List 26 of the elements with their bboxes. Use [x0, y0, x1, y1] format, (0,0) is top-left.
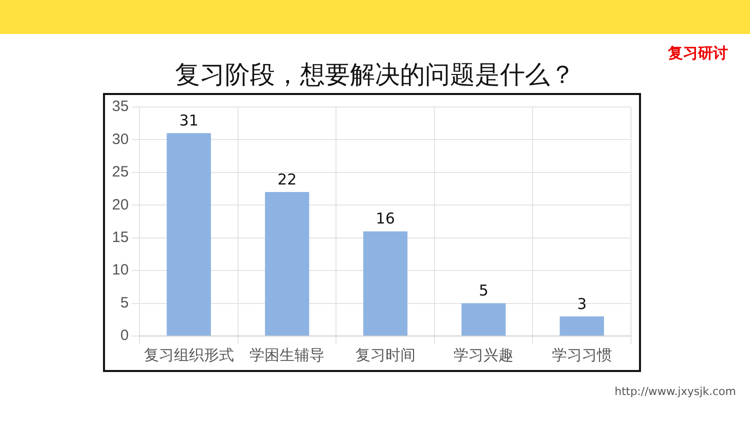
data-label: 3	[577, 294, 587, 313]
data-label: 16	[376, 210, 395, 228]
chart-title: 复习阶段，想要解决的问题是什么？	[175, 60, 575, 89]
x-tick-label: 复习时间	[355, 347, 416, 364]
y-tick-label: 10	[112, 262, 129, 279]
bar	[461, 303, 506, 336]
y-tick-label: 15	[112, 229, 129, 246]
x-tick-label: 学困生辅导	[250, 347, 325, 364]
bar	[560, 316, 604, 336]
x-tick-label: 复习组织形式	[144, 347, 234, 364]
y-tick-label: 35	[112, 98, 129, 116]
x-tick-label: 学习兴趣	[454, 347, 514, 364]
bar	[363, 231, 408, 336]
bar	[264, 192, 310, 336]
bar	[166, 133, 211, 336]
y-tick-label: 30	[112, 130, 129, 148]
y-tick-label: 20	[112, 196, 129, 214]
data-label: 22	[278, 170, 297, 188]
y-tick-label: 25	[112, 164, 129, 181]
y-tick-label: 0	[120, 327, 129, 344]
text: 复习研讨	[668, 44, 728, 63]
y-tick-label: 5	[120, 294, 129, 312]
data-label: 31	[179, 112, 198, 130]
data-label: 5	[478, 282, 488, 300]
text: http://www.jxysjk.com	[614, 385, 736, 398]
x-tick-label: 学习习惯	[552, 347, 612, 364]
